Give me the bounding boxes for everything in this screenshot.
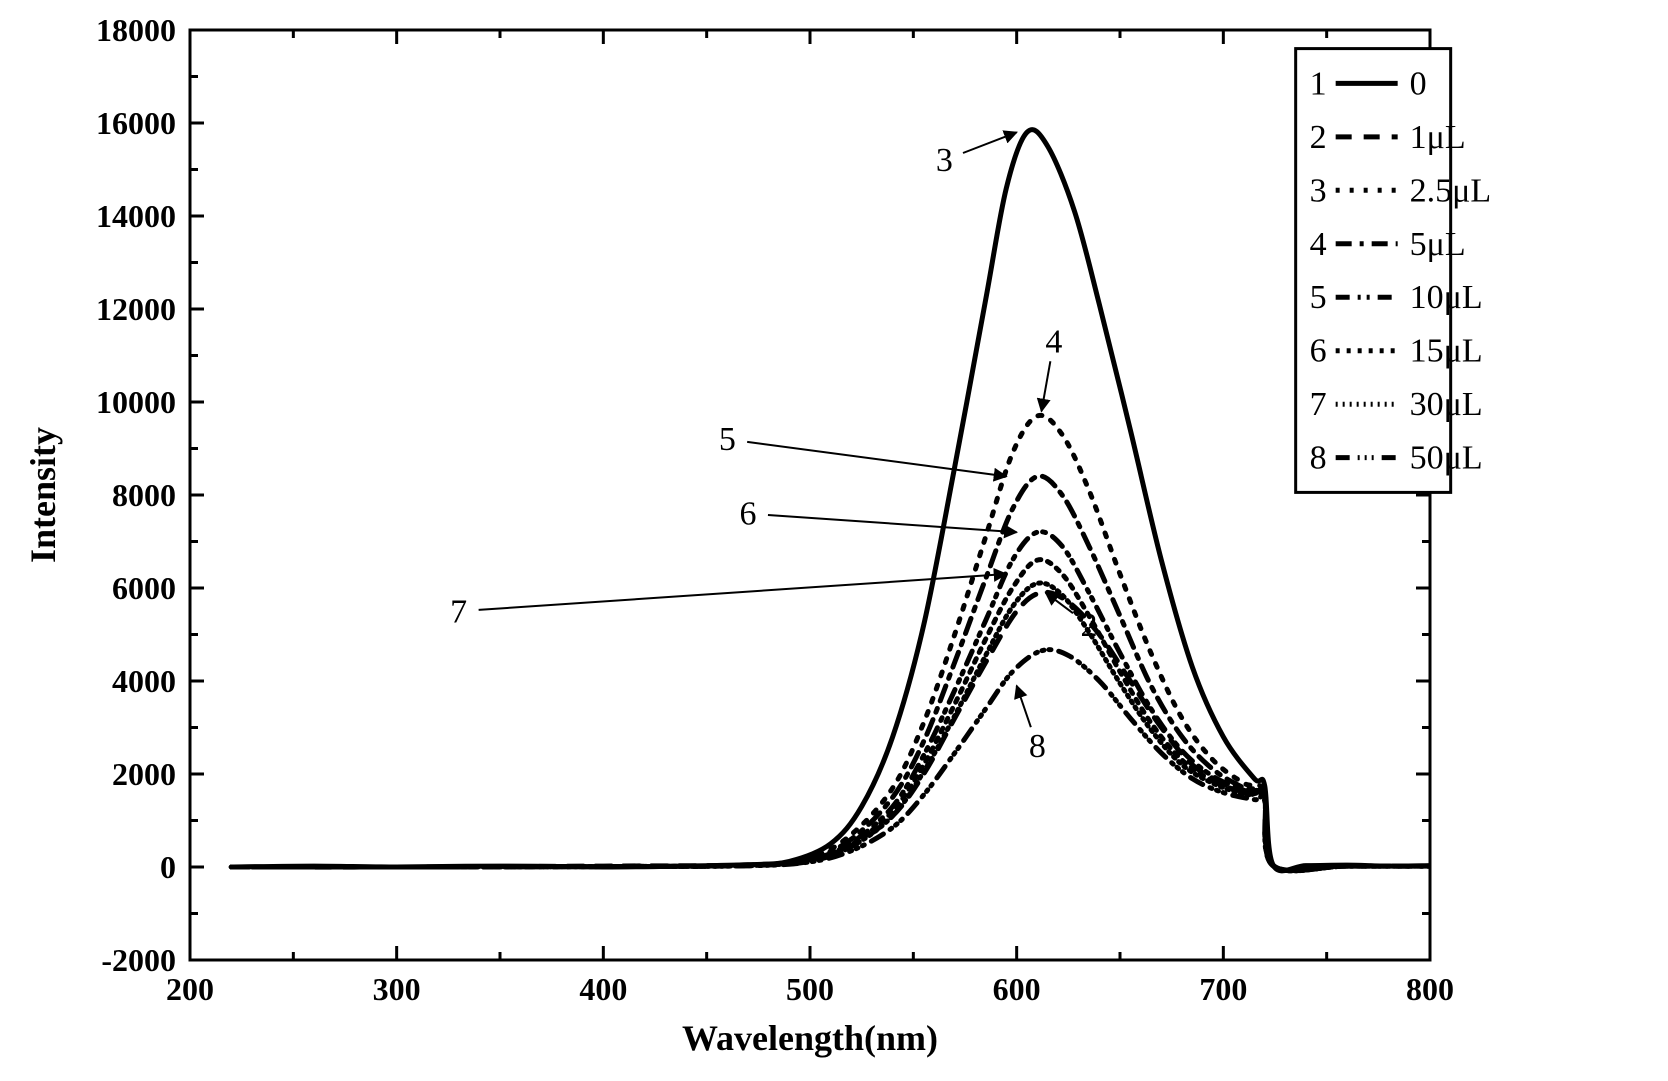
- x-tick-label: 700: [1199, 971, 1247, 1007]
- x-tick-label: 500: [786, 971, 834, 1007]
- x-tick-label: 400: [579, 971, 627, 1007]
- series-s6: [231, 560, 1430, 871]
- y-tick-label: 0: [160, 849, 176, 885]
- legend-label: 15μL: [1410, 333, 1483, 370]
- legend-label: 2.5μL: [1410, 172, 1492, 209]
- series-s7: [231, 583, 1430, 871]
- series-s2: [231, 592, 1430, 870]
- chart-svg: 2 0 0 300 400 500 600 700 800 Wavelength(nm) -2000…: [0, 0, 1668, 1081]
- series-s3: [231, 415, 1430, 870]
- legend-index: 5: [1310, 279, 1327, 316]
- legend-index: 2: [1310, 119, 1327, 156]
- legend-index: 6: [1310, 333, 1327, 370]
- legend-index: 8: [1310, 440, 1327, 477]
- x-tick-label: 600: [993, 971, 1041, 1007]
- legend-label: 50μL: [1410, 440, 1483, 477]
- legend-label: 1μL: [1410, 119, 1466, 156]
- y-tick-label: 18000: [96, 12, 176, 48]
- annotation-label: 7: [450, 593, 467, 630]
- series-s4: [231, 476, 1430, 871]
- legend-index: 1: [1310, 65, 1327, 102]
- annotation-label: 2: [1081, 607, 1098, 644]
- annotation-arrow: [747, 442, 1006, 477]
- y-tick-label: 4000: [112, 663, 176, 699]
- legend-index: 4: [1310, 226, 1327, 263]
- annotation-arrow: [768, 515, 1017, 532]
- legend-index: 7: [1310, 386, 1327, 423]
- legend-index: 3: [1310, 172, 1327, 209]
- plot-border: [190, 30, 1430, 960]
- annotation-label: 3: [936, 142, 953, 179]
- legend-label: 0: [1410, 65, 1427, 102]
- legend-label: 30μL: [1410, 386, 1483, 423]
- annotation-arrow: [963, 132, 1017, 153]
- y-tick-label: 14000: [96, 198, 176, 234]
- x-tick-label: 800: [1406, 971, 1454, 1007]
- y-tick-label: -2000: [101, 942, 176, 978]
- annotation-arrow: [1017, 686, 1031, 728]
- annotation-label: 4: [1045, 324, 1062, 361]
- series-s8: [231, 650, 1430, 871]
- y-tick-label: 16000: [96, 105, 176, 141]
- annotation-label: 8: [1029, 728, 1046, 765]
- y-tick-label: 12000: [96, 291, 176, 327]
- x-tick-label: 300: [373, 971, 421, 1007]
- annotation-arrow: [1041, 361, 1050, 411]
- legend-label: 10μL: [1410, 279, 1483, 316]
- legend-box: [1296, 49, 1451, 493]
- x-axis-title: Wavelength(nm): [682, 1018, 938, 1058]
- annotation-label: 6: [740, 496, 757, 533]
- y-tick-label: 10000: [96, 384, 176, 420]
- y-axis-title: Intensity: [23, 427, 63, 563]
- chart-root: 2 0 0 300 400 500 600 700 800 Wavelength(nm) -2000…: [0, 0, 1668, 1081]
- series-s5: [231, 532, 1430, 871]
- legend-label: 5μL: [1410, 226, 1466, 263]
- series-group: [231, 130, 1430, 871]
- annotation-label: 5: [719, 421, 736, 458]
- y-tick-label: 2000: [112, 756, 176, 792]
- y-tick-label: 8000: [112, 477, 176, 513]
- y-tick-label: 6000: [112, 570, 176, 606]
- series-s1: [231, 130, 1430, 871]
